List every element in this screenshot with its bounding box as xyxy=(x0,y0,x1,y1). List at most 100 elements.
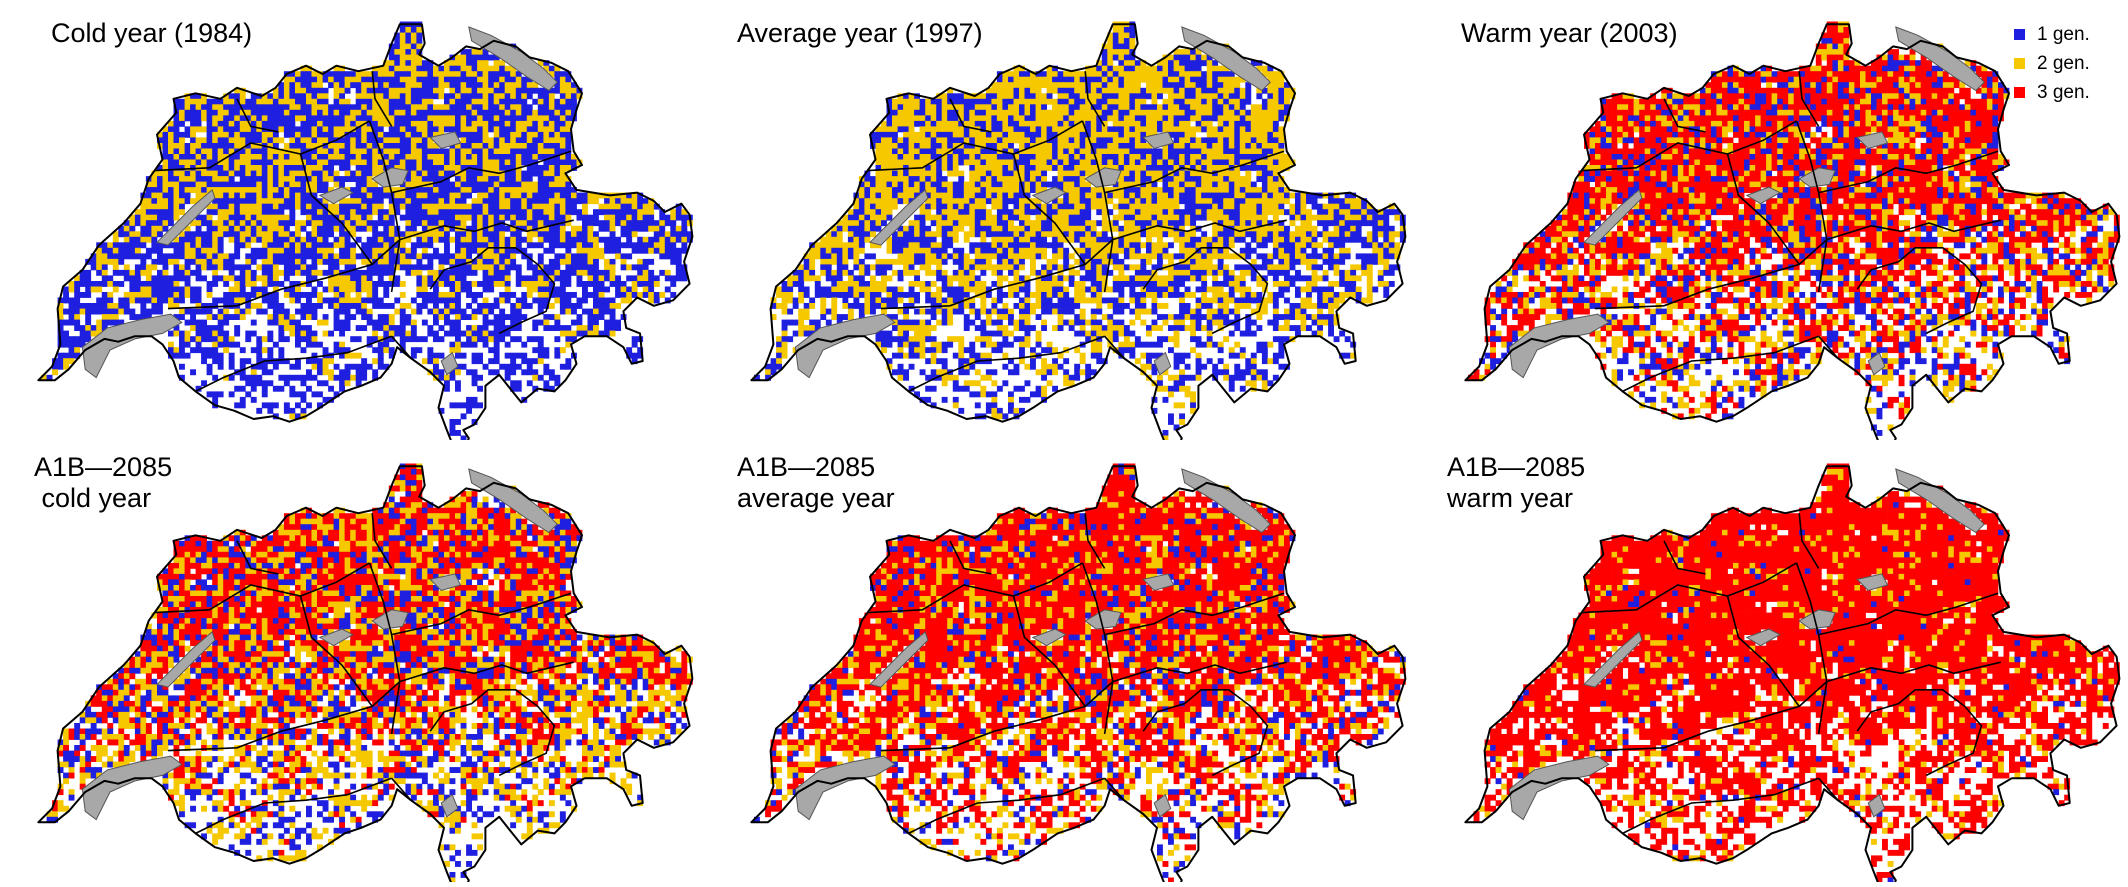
grid-cell xyxy=(421,198,428,205)
grid-cell xyxy=(399,214,406,221)
grid-cell xyxy=(250,258,257,265)
grid-cell xyxy=(328,220,334,227)
grid-cell xyxy=(1129,115,1136,122)
grid-cell xyxy=(466,192,472,199)
grid-cell xyxy=(245,98,252,105)
grid-cell xyxy=(488,71,495,78)
grid-cell xyxy=(162,214,169,221)
grid-cell xyxy=(162,264,169,271)
grid-cell xyxy=(306,220,312,227)
grid-cell xyxy=(361,126,368,133)
grid-cell xyxy=(908,120,915,127)
grid-cell xyxy=(261,385,268,392)
grid-cell xyxy=(388,82,395,89)
grid-cell xyxy=(510,325,517,331)
grid-cell xyxy=(250,225,257,232)
grid-cell xyxy=(532,325,539,331)
grid-cell xyxy=(548,369,555,376)
grid-cell xyxy=(339,203,345,210)
grid-cell xyxy=(681,242,688,249)
grid-cell xyxy=(157,258,163,265)
grid-cell xyxy=(515,231,522,238)
grid-cell xyxy=(250,176,257,182)
grid-cell xyxy=(388,143,395,149)
grid-cell xyxy=(543,236,550,243)
grid-cell xyxy=(195,98,202,105)
grid-cell xyxy=(388,258,395,265)
grid-cell xyxy=(532,148,539,155)
grid-cell xyxy=(328,143,334,149)
grid-cell xyxy=(504,143,511,149)
grid-cell xyxy=(521,159,528,166)
grid-cell xyxy=(1030,82,1036,89)
grid-cell xyxy=(168,165,174,171)
grid-cell xyxy=(930,109,937,116)
grid-cell xyxy=(112,236,119,243)
grid-cell xyxy=(184,292,191,298)
grid-cell xyxy=(504,225,511,232)
grid-cell xyxy=(1179,54,1185,61)
grid-cell xyxy=(267,407,274,414)
grid-cell xyxy=(1272,126,1279,133)
grid-cell xyxy=(670,281,677,287)
grid-cell xyxy=(521,181,528,188)
grid-cell xyxy=(96,297,103,304)
grid-cell xyxy=(333,258,340,265)
grid-cell xyxy=(1184,76,1191,83)
grid-cell xyxy=(339,380,345,387)
grid-cell xyxy=(388,247,395,254)
grid-cell xyxy=(399,38,406,44)
grid-cell xyxy=(206,286,213,293)
grid-cell xyxy=(311,231,318,238)
grid-cell xyxy=(444,385,450,392)
grid-cell xyxy=(383,82,390,89)
grid-cell xyxy=(388,71,395,78)
grid-cell xyxy=(388,126,395,133)
grid-cell xyxy=(300,93,307,100)
grid-cell xyxy=(421,264,428,271)
grid-cell xyxy=(223,104,230,111)
grid-cell xyxy=(659,231,666,238)
grid-cell xyxy=(366,363,373,370)
grid-cell xyxy=(195,341,202,348)
grid-cell xyxy=(355,137,362,144)
grid-cell xyxy=(377,319,384,326)
grid-cell xyxy=(1118,109,1125,116)
grid-cell xyxy=(681,264,688,271)
grid-cell xyxy=(1030,76,1036,83)
grid-cell xyxy=(184,242,191,249)
grid-cell xyxy=(350,253,357,260)
grid-cell xyxy=(471,292,478,298)
grid-cell xyxy=(471,154,478,160)
grid-cell xyxy=(1140,76,1147,83)
grid-cell xyxy=(504,258,511,265)
grid-cell xyxy=(295,336,301,343)
grid-cell xyxy=(306,214,312,221)
grid-cell xyxy=(168,143,174,149)
grid-cell xyxy=(317,358,323,365)
grid-cell xyxy=(361,374,368,381)
grid-cell xyxy=(438,120,445,127)
grid-cell xyxy=(311,170,318,177)
grid-cell xyxy=(405,76,412,83)
grid-cell xyxy=(449,71,456,78)
grid-cell xyxy=(1168,120,1174,127)
grid-cell xyxy=(377,159,384,166)
grid-cell xyxy=(1168,60,1174,67)
grid-cell xyxy=(1118,38,1125,44)
grid-cell xyxy=(339,154,345,160)
grid-cell xyxy=(333,275,340,282)
grid-cell xyxy=(1212,65,1219,72)
grid-cell xyxy=(438,165,445,171)
grid-cell xyxy=(482,93,489,100)
grid-cell xyxy=(1151,82,1158,89)
grid-cell xyxy=(455,181,461,188)
grid-cell xyxy=(427,297,434,304)
grid-cell xyxy=(295,165,301,171)
grid-cell xyxy=(372,76,379,83)
grid-cell xyxy=(1184,87,1191,94)
grid-cell xyxy=(681,236,688,243)
grid-cell xyxy=(416,137,423,144)
grid-cell xyxy=(1201,104,1208,111)
grid-cell xyxy=(925,104,932,111)
